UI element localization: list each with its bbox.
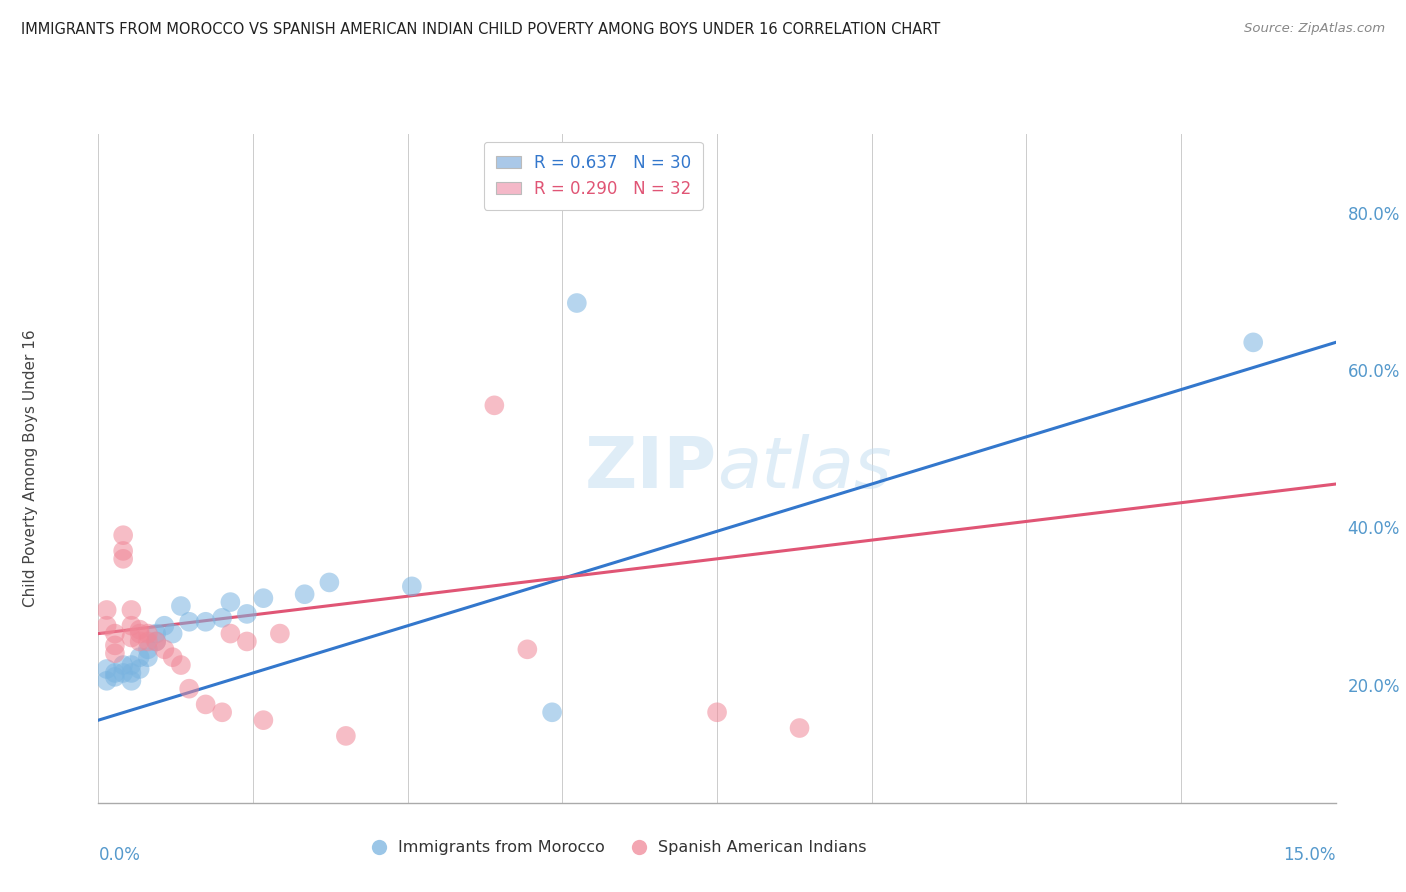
Point xyxy=(104,626,127,640)
Point xyxy=(269,626,291,640)
Point xyxy=(706,706,728,720)
Point xyxy=(335,729,357,743)
Point xyxy=(484,398,506,412)
Point xyxy=(112,544,135,558)
Text: atlas: atlas xyxy=(717,434,891,503)
Point xyxy=(153,642,176,657)
Text: Child Poverty Among Boys Under 16: Child Poverty Among Boys Under 16 xyxy=(22,329,38,607)
Point xyxy=(128,662,150,676)
Point xyxy=(236,634,259,648)
Point xyxy=(104,646,127,660)
Point xyxy=(120,618,142,632)
Point xyxy=(112,665,135,680)
Point xyxy=(145,634,167,648)
Point xyxy=(120,603,142,617)
Point xyxy=(136,650,159,665)
Text: 15.0%: 15.0% xyxy=(1284,847,1336,864)
Point xyxy=(96,673,118,688)
Text: ZIP: ZIP xyxy=(585,434,717,503)
Point xyxy=(120,673,142,688)
Point xyxy=(318,575,340,590)
Point xyxy=(112,528,135,542)
Point xyxy=(96,603,118,617)
Point xyxy=(194,698,217,712)
Point xyxy=(211,706,233,720)
Point xyxy=(541,706,564,720)
Point xyxy=(179,615,201,629)
Point xyxy=(219,626,242,640)
Point xyxy=(153,618,176,632)
Point xyxy=(128,634,150,648)
Point xyxy=(565,296,588,310)
Point xyxy=(294,587,316,601)
Point xyxy=(120,665,142,680)
Point xyxy=(162,626,184,640)
Point xyxy=(516,642,538,657)
Point xyxy=(252,591,274,606)
Point xyxy=(252,713,274,727)
Point xyxy=(170,599,193,613)
Point xyxy=(1241,335,1264,350)
Point xyxy=(170,658,193,673)
Text: Source: ZipAtlas.com: Source: ZipAtlas.com xyxy=(1244,22,1385,36)
Point xyxy=(128,650,150,665)
Point xyxy=(128,623,150,637)
Point xyxy=(236,607,259,621)
Point xyxy=(136,634,159,648)
Point xyxy=(120,631,142,645)
Point xyxy=(96,662,118,676)
Text: IMMIGRANTS FROM MOROCCO VS SPANISH AMERICAN INDIAN CHILD POVERTY AMONG BOYS UNDE: IMMIGRANTS FROM MOROCCO VS SPANISH AMERI… xyxy=(21,22,941,37)
Point xyxy=(145,626,167,640)
Point xyxy=(145,634,167,648)
Point xyxy=(104,639,127,653)
Point xyxy=(112,551,135,566)
Point xyxy=(219,595,242,609)
Point xyxy=(136,626,159,640)
Point xyxy=(136,642,159,657)
Point xyxy=(211,611,233,625)
Point xyxy=(789,721,811,735)
Point xyxy=(104,665,127,680)
Text: 0.0%: 0.0% xyxy=(98,847,141,864)
Point xyxy=(128,626,150,640)
Point xyxy=(120,658,142,673)
Point xyxy=(112,658,135,673)
Point xyxy=(179,681,201,696)
Point xyxy=(401,579,423,593)
Point xyxy=(104,670,127,684)
Point xyxy=(162,650,184,665)
Point xyxy=(96,618,118,632)
Point xyxy=(194,615,217,629)
Legend: Immigrants from Morocco, Spanish American Indians: Immigrants from Morocco, Spanish America… xyxy=(363,834,873,862)
